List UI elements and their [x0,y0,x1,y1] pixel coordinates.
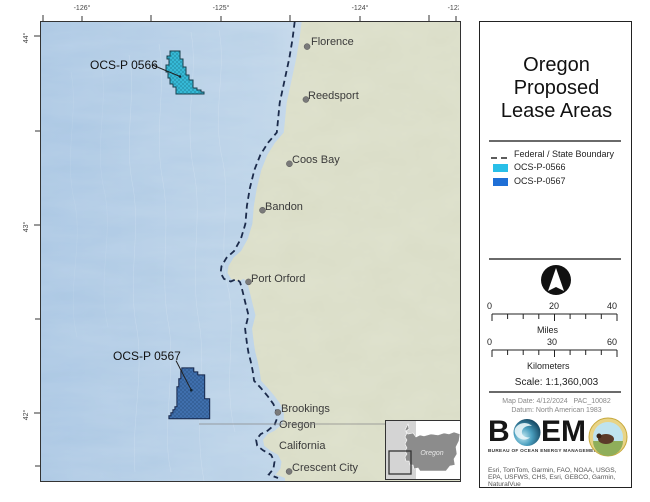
svg-text:44°: 44° [22,33,30,44]
svg-text:43°: 43° [22,222,30,233]
svg-text:42°: 42° [22,410,30,421]
svg-text:60: 60 [607,337,617,347]
svg-text:20: 20 [549,301,559,311]
svg-text:EM: EM [541,418,584,448]
svg-text:-123°: -123° [448,4,459,12]
svg-text:0: 0 [487,337,492,347]
svg-text:-125°: -125° [213,4,230,12]
svg-text:-124°: -124° [352,4,369,12]
svg-text:0: 0 [487,301,492,311]
svg-text:40: 40 [607,301,617,311]
svg-text:-126°: -126° [74,4,91,12]
svg-text:30: 30 [547,337,557,347]
svg-text:Oregon: Oregon [420,450,443,457]
svg-text:Miles: Miles [537,325,559,335]
svg-text:B: B [488,418,510,448]
svg-text:Kilometers: Kilometers [527,361,570,371]
